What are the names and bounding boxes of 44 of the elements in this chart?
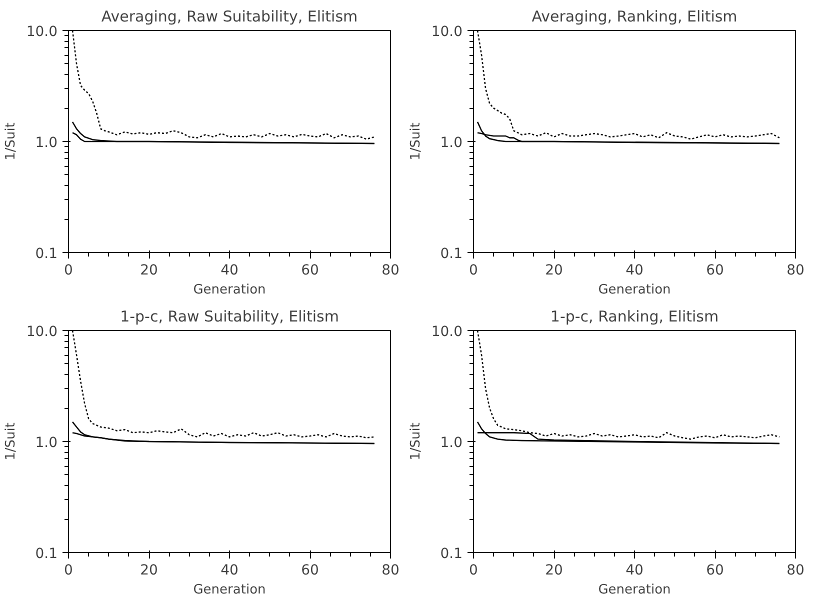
- x-tick-label: 20: [140, 262, 158, 278]
- y-tick-label: 1.0: [35, 135, 58, 151]
- chart-title: 1-p-c, Raw Suitability, Elitism: [120, 308, 339, 326]
- y-axis-title: 1/Suit: [3, 422, 18, 460]
- x-axis-title: Generation: [193, 582, 266, 598]
- x-axis-title: Generation: [193, 282, 266, 298]
- y-tick-label: 10.0: [431, 324, 462, 340]
- x-tick-label: 20: [545, 562, 563, 578]
- y-tick-label: 10.0: [26, 324, 58, 340]
- chart-title: Averaging, Raw Suitability, Elitism: [101, 8, 358, 26]
- x-axis-title: Generation: [598, 582, 671, 598]
- y-axis-title: 1/Suit: [3, 122, 18, 160]
- y-axis-title: 1/Suit: [408, 122, 424, 160]
- y-tick-label: 1.0: [440, 135, 462, 151]
- y-tick-label: 10.0: [26, 24, 58, 40]
- y-tick-label: 1.0: [440, 435, 462, 451]
- x-tick-label: 60: [706, 562, 724, 578]
- x-tick-label: 0: [469, 262, 478, 278]
- y-tick-label: 0.1: [35, 546, 58, 562]
- y-tick-label: 0.1: [440, 246, 462, 262]
- y-tick-label: 10.0: [431, 24, 462, 40]
- x-tick-label: 40: [220, 262, 238, 278]
- x-tick-label: 0: [469, 562, 478, 578]
- y-tick-label: 0.1: [35, 246, 58, 262]
- x-tick-label: 0: [64, 262, 73, 278]
- chart-title: 1-p-c, Ranking, Elitism: [550, 308, 719, 326]
- x-tick-label: 60: [706, 262, 724, 278]
- x-tick-label: 20: [545, 262, 563, 278]
- x-tick-label: 80: [786, 562, 804, 578]
- x-tick-label: 20: [140, 562, 158, 578]
- x-tick-label: 80: [382, 562, 400, 578]
- y-tick-label: 1.0: [35, 435, 58, 451]
- x-tick-label: 40: [626, 262, 644, 278]
- x-tick-label: 80: [786, 262, 804, 278]
- x-tick-label: 0: [64, 562, 73, 578]
- x-tick-label: 60: [301, 262, 319, 278]
- x-axis-title: Generation: [598, 282, 671, 298]
- chart-title: Averaging, Ranking, Elitism: [532, 8, 738, 26]
- x-tick-label: 40: [626, 562, 644, 578]
- y-axis-title: 1/Suit: [408, 422, 424, 460]
- y-tick-label: 0.1: [440, 546, 462, 562]
- x-tick-label: 40: [220, 562, 238, 578]
- x-tick-label: 80: [382, 262, 400, 278]
- x-tick-label: 60: [301, 562, 319, 578]
